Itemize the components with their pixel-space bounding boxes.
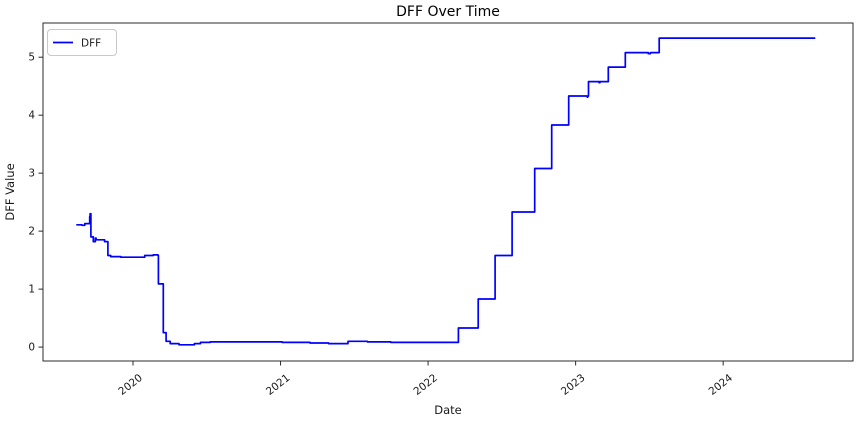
- y-tick-label: 1: [28, 284, 35, 296]
- y-tick-label: 3: [28, 168, 35, 180]
- legend: DFF: [47, 29, 117, 56]
- x-tick-label: 2024: [707, 372, 736, 398]
- dff-line-series: [76, 37, 816, 346]
- y-tick-label: 4: [28, 110, 35, 122]
- y-axis: 0 1 2 3 4 5: [28, 52, 43, 354]
- legend-box: [47, 29, 117, 56]
- x-tick-label: 2023: [559, 372, 587, 398]
- plot-area-border: [42, 22, 854, 362]
- x-tick-label: 2020: [116, 372, 144, 398]
- y-tick-label: 0: [28, 342, 35, 354]
- y-tick-label: 2: [28, 226, 35, 238]
- y-tick-label: 5: [28, 52, 35, 64]
- x-tick-label: 2021: [264, 372, 292, 398]
- chart-title: DFF Over Time: [396, 4, 500, 20]
- legend-label: DFF: [81, 38, 101, 50]
- y-axis-label: DFF Value: [3, 163, 17, 220]
- x-tick-label: 2022: [411, 372, 439, 398]
- x-axis: 2020 2021 2022 2023 2024: [116, 361, 735, 398]
- x-axis-label: Date: [434, 403, 462, 417]
